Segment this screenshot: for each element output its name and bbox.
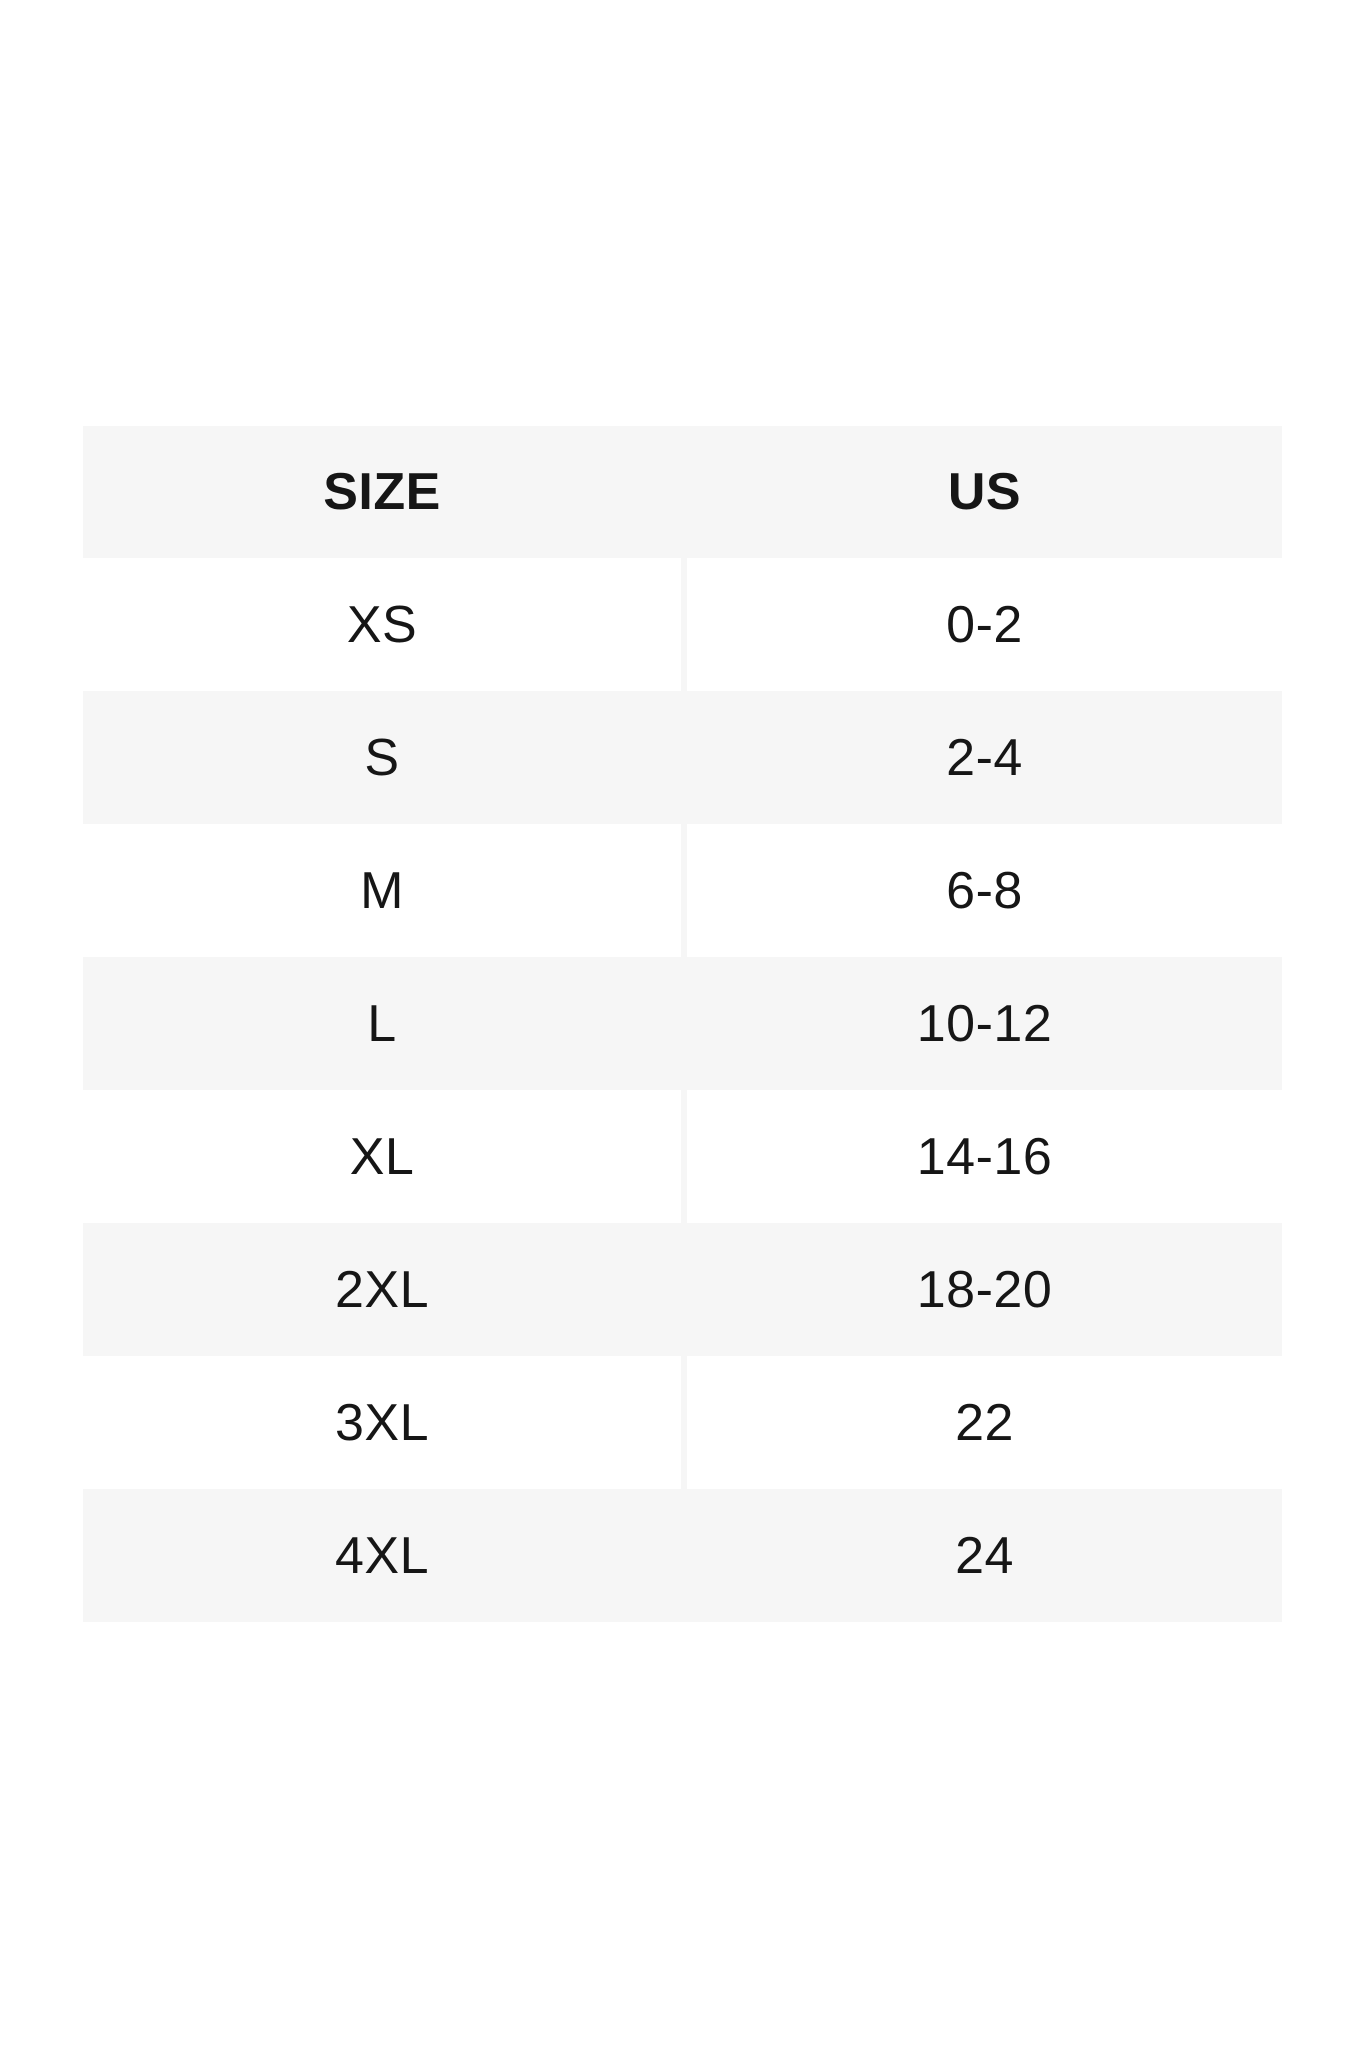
size-cell: XL [349,1127,415,1186]
us-cell: 24 [681,1489,1282,1622]
table-row: 3XL 22 [83,1356,1282,1489]
header-cell-us: US [681,426,1282,558]
us-cell: 2-4 [681,691,1282,824]
size-chart-table: SIZE US XS 0-2 S 2-4 M 6-8 L 10-12 XL 14… [83,426,1282,1622]
us-cell: 0-2 [681,558,1282,691]
us-cell: 18-20 [681,1223,1282,1356]
table-row: L 10-12 [83,957,1282,1090]
table-header-row: SIZE US [83,426,1282,558]
header-cell-size: SIZE [323,463,441,521]
size-cell: XS [346,595,418,654]
size-cell: S [364,728,400,787]
table-row: 2XL 18-20 [83,1223,1282,1356]
table-row: 4XL 24 [83,1489,1282,1622]
table-row: XL 14-16 [83,1090,1282,1223]
us-cell: 10-12 [681,957,1282,1090]
us-cell: 14-16 [681,1090,1282,1223]
table-row: XS 0-2 [83,558,1282,691]
us-cell: 22 [681,1356,1282,1489]
size-cell: 4XL [334,1526,430,1585]
table-row: S 2-4 [83,691,1282,824]
size-cell: 2XL [334,1260,430,1319]
size-cell: 3XL [334,1393,430,1452]
size-cell: L [367,994,397,1053]
table-row: M 6-8 [83,824,1282,957]
size-cell: M [360,861,404,920]
us-cell: 6-8 [681,824,1282,957]
